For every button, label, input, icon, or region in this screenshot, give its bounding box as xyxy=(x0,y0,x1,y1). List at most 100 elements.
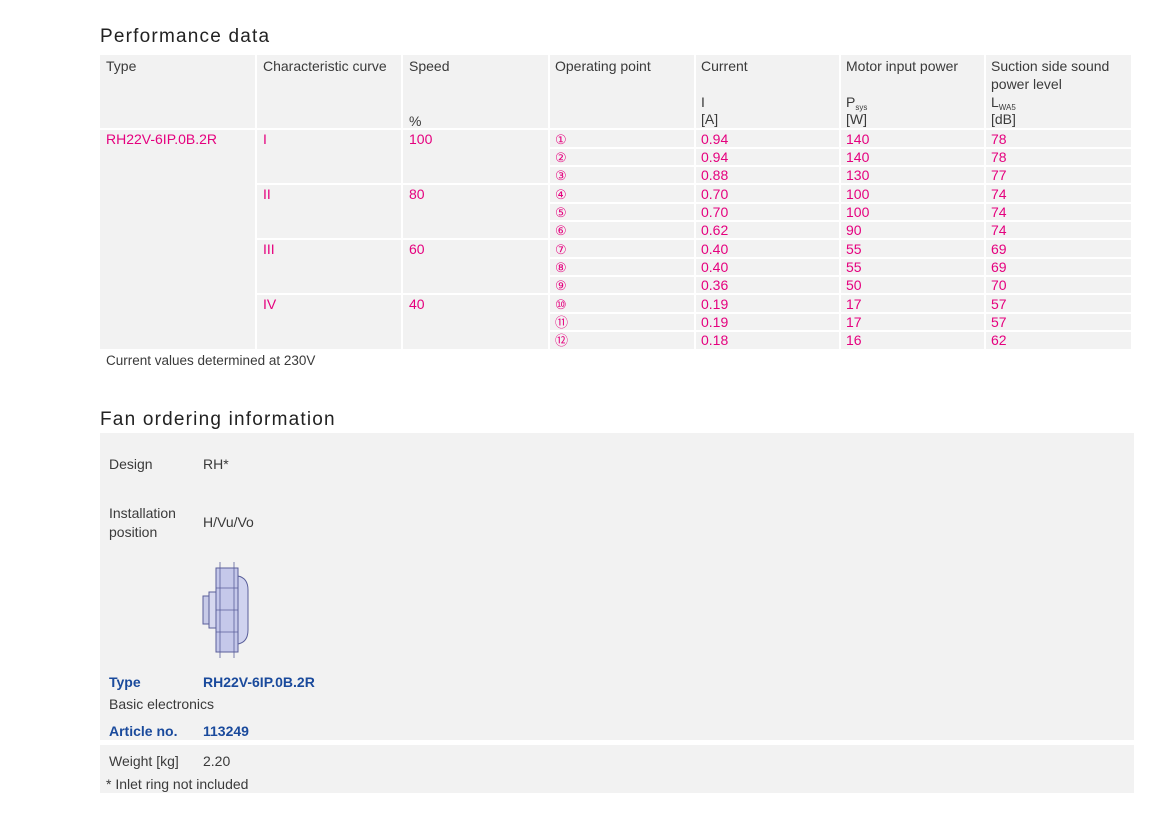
row-divider xyxy=(550,220,1131,222)
speed-value: 80 xyxy=(409,186,425,202)
operating-point: ⑥ xyxy=(555,223,567,238)
power-subscript: sys xyxy=(855,103,868,112)
sound-value: 74 xyxy=(991,186,1007,202)
current-note: Current values determined at 230V xyxy=(106,353,316,368)
power-value: 130 xyxy=(846,167,870,183)
current-value: 0.70 xyxy=(701,204,729,220)
sound-value: 74 xyxy=(991,204,1007,220)
current-value: 0.94 xyxy=(701,131,729,147)
sound-value: 78 xyxy=(991,131,1007,147)
row-divider xyxy=(550,165,1131,167)
unit-current-symbol: I xyxy=(701,94,705,110)
fan-installation-diagram xyxy=(202,562,249,658)
row-divider xyxy=(550,257,1131,259)
curve-value: III xyxy=(263,241,275,257)
group-divider xyxy=(257,183,1131,185)
type-label: Type xyxy=(109,674,141,690)
weight-label: Weight [kg] xyxy=(109,753,179,769)
power-value: 17 xyxy=(846,314,862,330)
fan-weight-panel xyxy=(100,745,1134,793)
current-value: 0.94 xyxy=(701,149,729,165)
sound-symbol: L xyxy=(991,94,999,110)
current-value: 0.40 xyxy=(701,241,729,257)
operating-point: ③ xyxy=(555,168,567,183)
header-curve: Characteristic curve xyxy=(263,58,387,74)
header-type: Type xyxy=(106,58,137,74)
col-curve xyxy=(257,55,401,349)
header-operating-point: Operating point xyxy=(555,58,651,74)
power-value: 140 xyxy=(846,149,870,165)
row-divider xyxy=(550,202,1131,204)
speed-value: 100 xyxy=(409,131,433,147)
group-divider xyxy=(257,238,1131,240)
power-value: 17 xyxy=(846,296,862,312)
installation-label-line2: position xyxy=(109,524,158,540)
type-value: RH22V-6IP.0B.2R xyxy=(106,131,218,147)
unit-power-symbol: Psys xyxy=(846,94,867,116)
current-value: 0.36 xyxy=(701,277,729,293)
curve-value: II xyxy=(263,186,271,202)
operating-point: ⑧ xyxy=(555,260,567,275)
sound-value: 77 xyxy=(991,167,1007,183)
header-sound-line2: power level xyxy=(991,76,1062,92)
installation-value: H/Vu/Vo xyxy=(203,514,254,530)
sound-value: 70 xyxy=(991,277,1007,293)
current-value: 0.88 xyxy=(701,167,729,183)
sound-value: 57 xyxy=(991,314,1007,330)
current-value: 0.18 xyxy=(701,332,729,348)
current-value: 0.19 xyxy=(701,296,729,312)
unit-speed: % xyxy=(409,113,422,129)
header-current: Current xyxy=(701,58,748,74)
electronics-label: Basic electronics xyxy=(109,696,215,712)
weight-value: 2.20 xyxy=(203,753,231,769)
current-value: 0.40 xyxy=(701,259,729,275)
operating-point: ⑩ xyxy=(555,297,567,312)
current-value: 0.19 xyxy=(701,314,729,330)
header-speed: Speed xyxy=(409,58,450,74)
row-divider xyxy=(550,330,1131,332)
fan-info-panel xyxy=(100,433,1134,740)
sound-value: 57 xyxy=(991,296,1007,312)
row-divider xyxy=(550,275,1131,277)
header-motor-power: Motor input power xyxy=(846,58,959,74)
unit-sound: [dB] xyxy=(991,111,1016,127)
unit-current: [A] xyxy=(701,111,719,127)
operating-point: ⑤ xyxy=(555,205,567,220)
power-value: 140 xyxy=(846,131,870,147)
power-value: 55 xyxy=(846,259,862,275)
current-value: 0.70 xyxy=(701,186,729,202)
power-value: 16 xyxy=(846,332,862,348)
power-value: 55 xyxy=(846,241,862,257)
unit-power: [W] xyxy=(846,111,867,127)
unit-sound-symbol: LWA5 xyxy=(991,94,1016,116)
power-value: 100 xyxy=(846,186,870,202)
power-value: 100 xyxy=(846,204,870,220)
sound-value: 74 xyxy=(991,222,1007,238)
operating-point: ⑪ xyxy=(555,315,569,330)
row-divider xyxy=(550,147,1131,149)
design-label: Design xyxy=(109,456,153,472)
header-sound-line1: Suction side sound xyxy=(991,58,1110,74)
col-speed xyxy=(403,55,548,349)
operating-point: ⑨ xyxy=(555,278,567,293)
operating-point: ② xyxy=(555,150,567,165)
operating-point: ④ xyxy=(555,187,567,202)
installation-label-line1: Installation xyxy=(109,505,176,521)
col-type xyxy=(100,55,255,349)
performance-section-title: Performance data xyxy=(100,26,271,47)
sound-subscript: WA5 xyxy=(998,103,1016,112)
article-value: 113249 xyxy=(203,723,249,739)
row-divider xyxy=(550,312,1131,314)
curve-value: I xyxy=(263,131,267,147)
power-symbol: P xyxy=(846,94,856,110)
sound-value: 62 xyxy=(991,332,1007,348)
footnote: * Inlet ring not included xyxy=(106,776,249,792)
power-value: 50 xyxy=(846,277,862,293)
power-value: 90 xyxy=(846,222,862,238)
operating-point: ① xyxy=(555,132,567,147)
header-divider xyxy=(100,128,1131,130)
speed-value: 60 xyxy=(409,241,425,257)
fan-section-title: Fan ordering information xyxy=(100,409,336,430)
design-value: RH* xyxy=(203,456,229,472)
operating-point: ⑫ xyxy=(555,333,569,348)
